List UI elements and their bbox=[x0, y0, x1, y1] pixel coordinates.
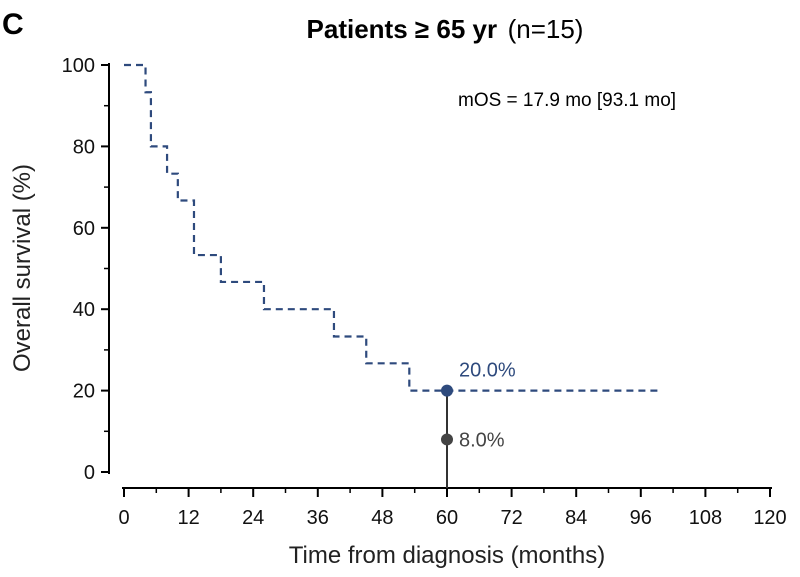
chart-title-normal: (n=15) bbox=[508, 14, 584, 44]
survival-curve bbox=[124, 63, 663, 392]
x-tick-label: 84 bbox=[565, 507, 587, 529]
x-tick-label: 36 bbox=[307, 507, 329, 529]
y-axis-label: Overall survival (%) bbox=[9, 164, 36, 372]
point-label-8pct: 8.0% bbox=[459, 429, 505, 451]
x-tick-label: 120 bbox=[753, 507, 786, 529]
panel-letter: C bbox=[2, 8, 24, 41]
point-8pct bbox=[441, 433, 453, 446]
point-label-20pct: 20.0% bbox=[459, 360, 516, 382]
median-os-annotation: mOS = 17.9 mo [93.1 mo] bbox=[458, 90, 676, 111]
x-tick-label: 96 bbox=[630, 507, 652, 529]
x-tick-label: 60 bbox=[436, 507, 458, 529]
chart-title-bold: Patients ≥ 65 yr bbox=[307, 14, 498, 44]
y-tick-label: 100 bbox=[62, 55, 95, 77]
y-tick-label: 80 bbox=[73, 136, 95, 158]
y-tick-label: 60 bbox=[73, 218, 95, 240]
x-tick-label: 108 bbox=[689, 507, 722, 529]
x-tick-label: 48 bbox=[371, 507, 393, 529]
x-tick-label: 12 bbox=[177, 507, 199, 529]
x-tick-label: 24 bbox=[242, 507, 264, 529]
chart-title: Patients ≥ 65 yr (n=15) bbox=[307, 14, 584, 44]
y-tick-label: 40 bbox=[73, 299, 95, 321]
x-tick-label: 72 bbox=[500, 507, 522, 529]
point-20pct bbox=[441, 384, 453, 397]
y-tick-label: 0 bbox=[84, 462, 95, 484]
plot-area: 20.0% 8.0% bbox=[124, 63, 663, 488]
x-axis-label: Time from diagnosis (months) bbox=[289, 542, 606, 569]
y-tick-label: 20 bbox=[73, 381, 95, 403]
x-tick-label: 0 bbox=[118, 507, 129, 529]
axes: 0 20 40 60 80 100 0 12 24 36 48 60 72 84 96 108 120 bbox=[62, 55, 787, 529]
